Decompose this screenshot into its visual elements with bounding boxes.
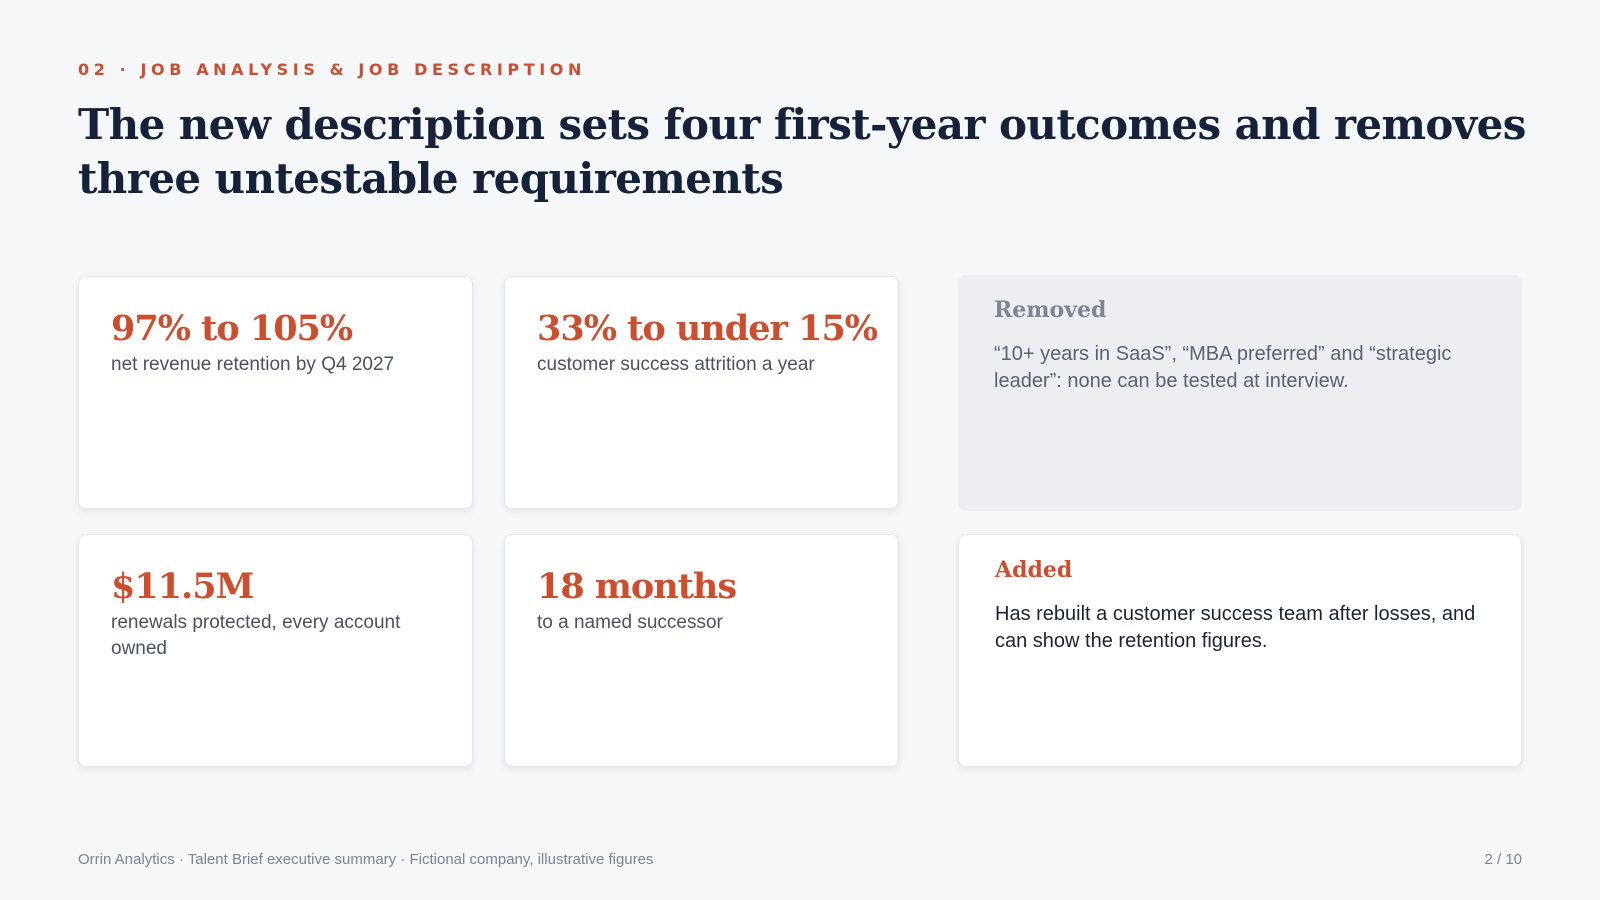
removed-body: “10+ years in SaaS”, “MBA preferred” and… — [994, 343, 1452, 392]
removed-requirements-panel: Removed “10+ years in SaaS”, “MBA prefer… — [958, 275, 1522, 511]
slide-title: The new description sets four first-year… — [78, 100, 1526, 203]
outcome-label: net revenue retention by Q4 2027 — [111, 354, 395, 375]
removed-heading: Removed — [994, 297, 1107, 323]
added-body: Has rebuilt a customer success team afte… — [995, 603, 1476, 652]
outcome-label: to a named successor — [537, 612, 723, 633]
page-number: 2 / 10 — [1484, 851, 1522, 868]
outcome-card-renewals: $11.5M renewals protected, every account… — [78, 534, 473, 767]
outcome-value: 33% to under 15% — [537, 308, 878, 349]
outcome-value: 97% to 105% — [111, 308, 353, 349]
outcome-value: $11.5M — [111, 566, 254, 607]
added-heading: Added — [995, 557, 1073, 583]
outcome-label: customer success attrition a year — [537, 354, 815, 375]
outcome-card-successor: 18 months to a named successor — [504, 534, 899, 767]
outcome-card-nrr: 97% to 105% net revenue retention by Q4 … — [78, 276, 473, 509]
footer-note: Orrin Analytics · Talent Brief executive… — [78, 851, 654, 868]
section-eyebrow: 02 · JOB ANALYSIS & JOB DESCRIPTION — [78, 60, 586, 79]
outcome-label: renewals protected, every account owned — [111, 612, 401, 659]
outcome-card-attrition: 33% to under 15% customer success attrit… — [504, 276, 899, 509]
added-requirement-panel: Added Has rebuilt a customer success tea… — [958, 534, 1522, 767]
outcome-value: 18 months — [537, 566, 737, 607]
